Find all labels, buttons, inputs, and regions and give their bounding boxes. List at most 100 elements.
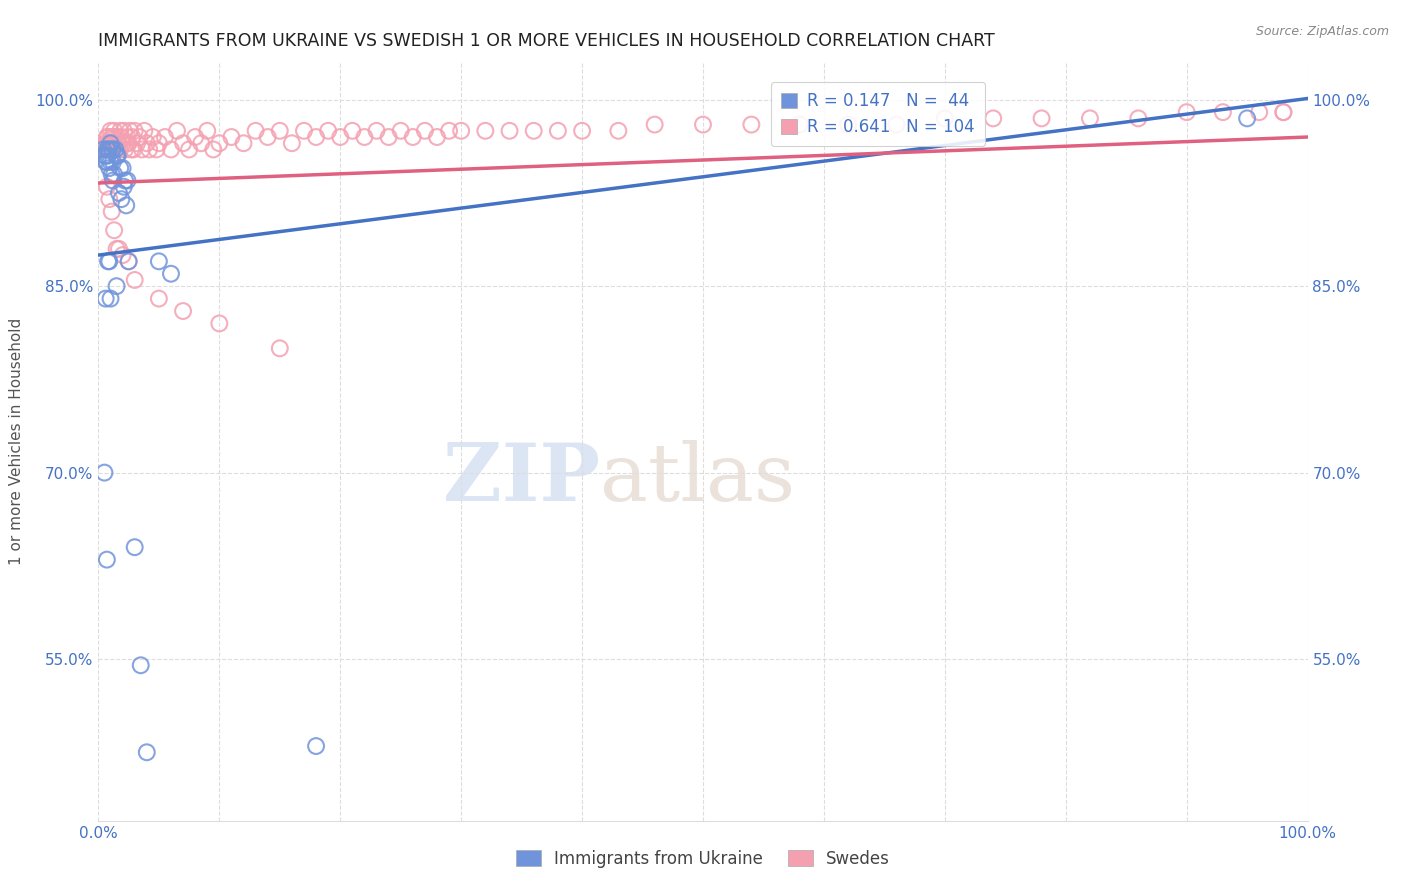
Legend: R = 0.147   N =  44, R = 0.641   N = 104: R = 0.147 N = 44, R = 0.641 N = 104 <box>770 82 984 146</box>
Point <box>114 173 136 187</box>
Point <box>221 130 243 145</box>
Point <box>172 136 194 151</box>
Point <box>122 143 145 157</box>
Point <box>172 304 194 318</box>
Point <box>342 124 364 138</box>
Point <box>160 143 183 157</box>
Point <box>886 118 908 132</box>
Point <box>108 136 131 151</box>
Point <box>981 112 1004 126</box>
Point <box>837 118 859 132</box>
Point <box>117 130 139 145</box>
Point <box>1212 105 1234 120</box>
Point <box>232 136 254 151</box>
Point <box>148 292 170 306</box>
Point <box>547 124 569 138</box>
Point <box>179 143 201 157</box>
Point <box>124 273 146 287</box>
Point <box>118 254 141 268</box>
Text: atlas: atlas <box>600 441 796 518</box>
Y-axis label: 1 or more Vehicles in Household: 1 or more Vehicles in Household <box>10 318 24 566</box>
Point <box>108 143 131 157</box>
Point <box>96 154 118 169</box>
Point <box>142 130 165 145</box>
Point <box>118 124 141 138</box>
Point <box>110 130 132 145</box>
Point <box>208 136 231 151</box>
Point <box>245 124 267 138</box>
Point <box>105 242 128 256</box>
Point <box>256 130 278 145</box>
Point <box>121 130 143 145</box>
Point <box>789 118 811 132</box>
Point <box>108 186 131 200</box>
Point <box>100 154 122 169</box>
Point <box>160 267 183 281</box>
Point <box>1272 105 1295 120</box>
Point <box>110 192 132 206</box>
Point <box>437 124 460 138</box>
Point <box>107 149 129 163</box>
Point <box>740 118 762 132</box>
Point <box>117 173 139 187</box>
Point <box>281 136 304 151</box>
Point <box>426 130 449 145</box>
Point <box>98 254 121 268</box>
Point <box>96 179 118 194</box>
Point <box>305 130 328 145</box>
Point <box>93 149 115 163</box>
Point <box>523 124 546 138</box>
Point <box>1031 112 1053 126</box>
Point <box>104 130 127 145</box>
Point <box>118 254 141 268</box>
Point <box>1249 105 1271 120</box>
Point <box>101 136 124 151</box>
Text: IMMIGRANTS FROM UKRAINE VS SWEDISH 1 OR MORE VEHICLES IN HOUSEHOLD CORRELATION C: IMMIGRANTS FROM UKRAINE VS SWEDISH 1 OR … <box>98 32 995 50</box>
Point <box>100 143 122 157</box>
Point <box>96 130 118 145</box>
Point <box>93 466 115 480</box>
Point <box>269 341 291 355</box>
Point <box>413 124 436 138</box>
Point <box>108 161 131 175</box>
Point <box>111 161 134 175</box>
Point <box>112 124 135 138</box>
Point <box>934 112 956 126</box>
Point <box>644 118 666 132</box>
Point <box>190 136 212 151</box>
Point <box>101 154 124 169</box>
Point <box>124 540 146 554</box>
Point <box>138 143 160 157</box>
Point <box>100 167 122 181</box>
Point <box>692 118 714 132</box>
Point <box>1236 112 1258 126</box>
Point <box>353 130 375 145</box>
Point <box>120 143 142 157</box>
Point <box>100 292 122 306</box>
Point <box>329 130 352 145</box>
Point <box>101 143 124 157</box>
Point <box>135 745 157 759</box>
Point <box>127 136 149 151</box>
Point <box>101 130 124 145</box>
Point <box>1078 112 1101 126</box>
Point <box>105 149 128 163</box>
Point <box>366 124 388 138</box>
Point <box>115 198 138 212</box>
Point <box>98 143 121 157</box>
Point <box>607 124 630 138</box>
Point <box>97 143 120 157</box>
Point <box>1128 112 1150 126</box>
Point <box>131 143 153 157</box>
Point <box>112 179 135 194</box>
Point <box>105 279 128 293</box>
Point <box>377 130 399 145</box>
Point <box>100 143 122 157</box>
Point <box>148 254 170 268</box>
Point <box>97 136 120 151</box>
Point <box>124 124 146 138</box>
Point <box>101 173 124 187</box>
Point <box>103 223 125 237</box>
Point <box>129 658 152 673</box>
Point <box>108 242 131 256</box>
